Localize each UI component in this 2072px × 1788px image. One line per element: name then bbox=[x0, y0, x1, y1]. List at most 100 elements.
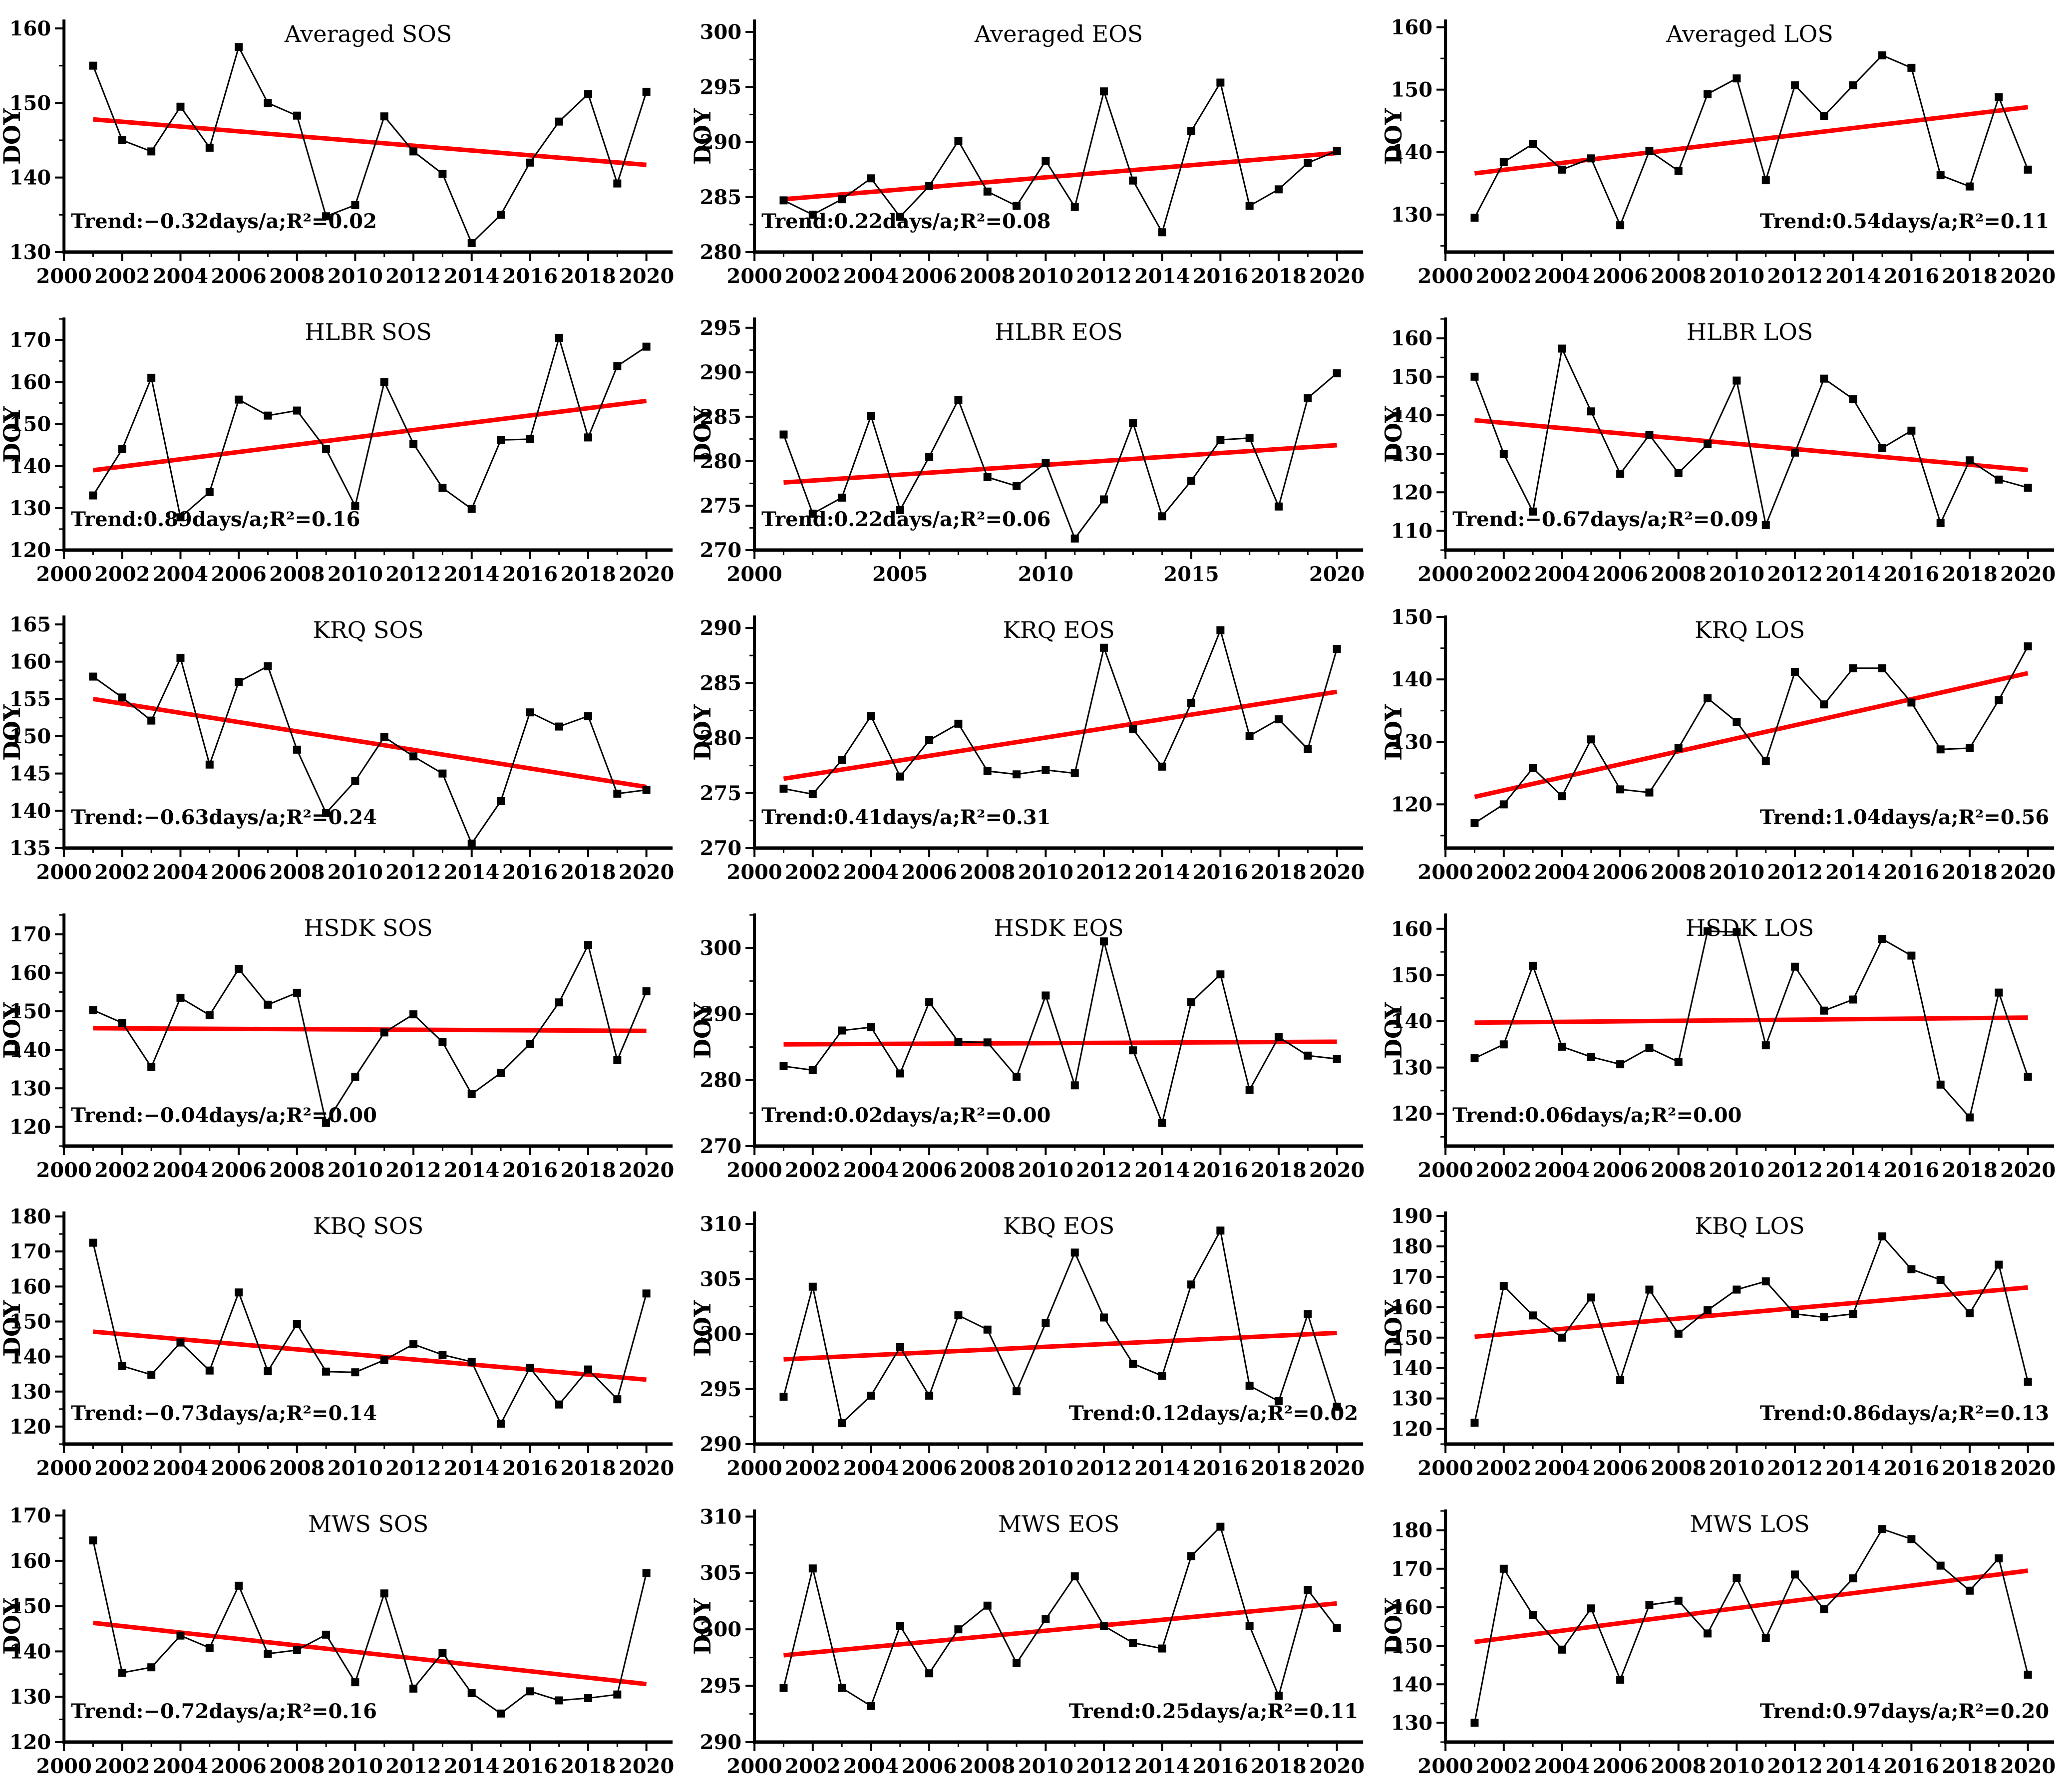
data-point-marker bbox=[1616, 221, 1624, 230]
data-point-marker bbox=[205, 488, 214, 496]
trend-label: Trend:0.97days/a;R²=0.20 bbox=[1760, 1700, 2049, 1723]
data-point-marker bbox=[89, 61, 97, 70]
x-tick-label: 2010 bbox=[1018, 861, 1073, 884]
data-point-marker bbox=[1674, 167, 1683, 175]
data-point-marker bbox=[1499, 800, 1508, 809]
chart-background bbox=[1381, 0, 2072, 298]
trend-line bbox=[783, 689, 1338, 781]
x-tick-label: 2006 bbox=[211, 1457, 266, 1480]
data-point-marker bbox=[1499, 450, 1508, 458]
data-point-marker bbox=[954, 1311, 963, 1320]
x-tick-label: 2002 bbox=[785, 861, 840, 884]
data-point-marker bbox=[147, 1663, 156, 1672]
data-point-marker bbox=[351, 777, 359, 785]
data-point-marker bbox=[1187, 998, 1196, 1006]
chart-title: KBQ LOS bbox=[1695, 1212, 1804, 1239]
x-tick-label: 2016 bbox=[502, 1457, 558, 1480]
y-tick-label: 120 bbox=[9, 1731, 51, 1754]
chart-title: HSDK SOS bbox=[304, 914, 433, 941]
y-tick-label: 130 bbox=[1390, 730, 1432, 754]
data-point-marker bbox=[438, 170, 447, 178]
x-tick-label: 2002 bbox=[1476, 861, 1531, 884]
x-tick-label: 2016 bbox=[502, 1755, 558, 1778]
y-tick-label: 160 bbox=[9, 17, 51, 40]
data-point-marker bbox=[555, 1400, 563, 1409]
data-point-marker bbox=[2024, 1378, 2032, 1386]
data-point-marker bbox=[1333, 644, 1341, 653]
chart-title: KRQ EOS bbox=[1003, 616, 1115, 643]
data-point-marker bbox=[1100, 87, 1108, 96]
data-point-marker bbox=[867, 1023, 875, 1031]
data-point-marker bbox=[351, 502, 359, 510]
y-tick-label: 140 bbox=[9, 166, 51, 190]
y-axis-label: DOY bbox=[1381, 1598, 1407, 1655]
data-point-marker bbox=[1587, 154, 1595, 163]
x-tick-label: 2004 bbox=[1534, 1457, 1589, 1480]
data-point-marker bbox=[2024, 1670, 2032, 1679]
data-point-marker bbox=[1616, 1376, 1624, 1385]
data-point-marker bbox=[1732, 1574, 1741, 1582]
x-tick-label: 2020 bbox=[2000, 1755, 2056, 1778]
x-tick-label: 2000 bbox=[36, 563, 92, 586]
trend-label: Trend:−0.04days/a;R²=0.00 bbox=[71, 1104, 377, 1127]
y-tick-label: 150 bbox=[1390, 963, 1432, 987]
chart-krq-sos: 135 140 145 150 155 160 165 2000 2002 2004 2006 200… bbox=[0, 596, 691, 894]
chart-title: MWS LOS bbox=[1690, 1510, 1809, 1537]
data-point-marker bbox=[1470, 214, 1479, 222]
data-point-marker bbox=[1071, 1081, 1079, 1090]
data-point-marker bbox=[1761, 1041, 1770, 1050]
data-point-marker bbox=[89, 491, 97, 500]
data-point-marker bbox=[409, 440, 418, 448]
x-tick-label: 2014 bbox=[444, 563, 499, 586]
y-tick-label: 290 bbox=[700, 616, 742, 640]
x-tick-label: 2002 bbox=[1476, 563, 1531, 586]
x-tick-label: 2016 bbox=[502, 265, 558, 288]
data-point-marker bbox=[1849, 664, 1857, 672]
chart-kbq-sos: 120 130 140 150 160 170 180 2000 2002 2004 2006 200… bbox=[0, 1192, 691, 1490]
chart-background bbox=[691, 298, 1381, 596]
data-point-marker bbox=[1558, 344, 1566, 353]
chart-title: MWS EOS bbox=[998, 1510, 1119, 1537]
data-point-marker bbox=[1333, 1624, 1341, 1632]
y-axis-label: DOY bbox=[1381, 406, 1407, 463]
data-point-marker bbox=[1849, 995, 1857, 1004]
y-tick-label: 160 bbox=[1390, 1296, 1432, 1319]
y-tick-label: 310 bbox=[700, 1212, 742, 1236]
data-point-marker bbox=[954, 1037, 963, 1046]
x-tick-label: 2000 bbox=[727, 1159, 782, 1182]
y-tick-label: 120 bbox=[9, 539, 51, 562]
data-point-marker bbox=[467, 1358, 476, 1366]
y-tick-label: 140 bbox=[9, 455, 51, 478]
data-point-marker bbox=[176, 1338, 185, 1347]
data-point-marker bbox=[438, 1351, 447, 1359]
data-point-marker bbox=[1129, 1639, 1137, 1647]
x-tick-label: 2008 bbox=[269, 861, 325, 884]
data-point-marker bbox=[147, 1063, 156, 1071]
data-point-marker bbox=[118, 693, 126, 702]
x-tick-label: 2010 bbox=[1018, 563, 1073, 586]
x-tick-label: 2020 bbox=[2000, 1457, 2056, 1480]
data-point-marker bbox=[1246, 202, 1254, 210]
x-tick-label: 2012 bbox=[385, 1755, 441, 1778]
data-point-marker bbox=[838, 1684, 846, 1692]
x-tick-label: 2010 bbox=[328, 1457, 383, 1480]
data-point-marker bbox=[322, 212, 331, 221]
data-point-marker bbox=[925, 998, 934, 1006]
chart-background bbox=[0, 1192, 691, 1490]
trend-line bbox=[93, 1329, 647, 1382]
y-axis-label: DOY bbox=[0, 1300, 25, 1357]
data-point-marker bbox=[1849, 81, 1857, 89]
trend-line bbox=[783, 151, 1338, 202]
data-point-marker bbox=[896, 213, 905, 221]
x-tick-label: 2004 bbox=[843, 1159, 899, 1182]
trend-label: Trend:−0.32days/a;R²=0.02 bbox=[71, 210, 377, 233]
y-tick-label: 130 bbox=[1390, 442, 1432, 466]
data-point-marker bbox=[1013, 1073, 1021, 1081]
data-point-marker bbox=[205, 1011, 214, 1019]
data-point-marker bbox=[1246, 732, 1254, 740]
data-point-marker bbox=[1587, 407, 1595, 416]
x-tick-label: 2018 bbox=[1251, 1755, 1307, 1778]
x-tick-label: 2000 bbox=[36, 265, 92, 288]
